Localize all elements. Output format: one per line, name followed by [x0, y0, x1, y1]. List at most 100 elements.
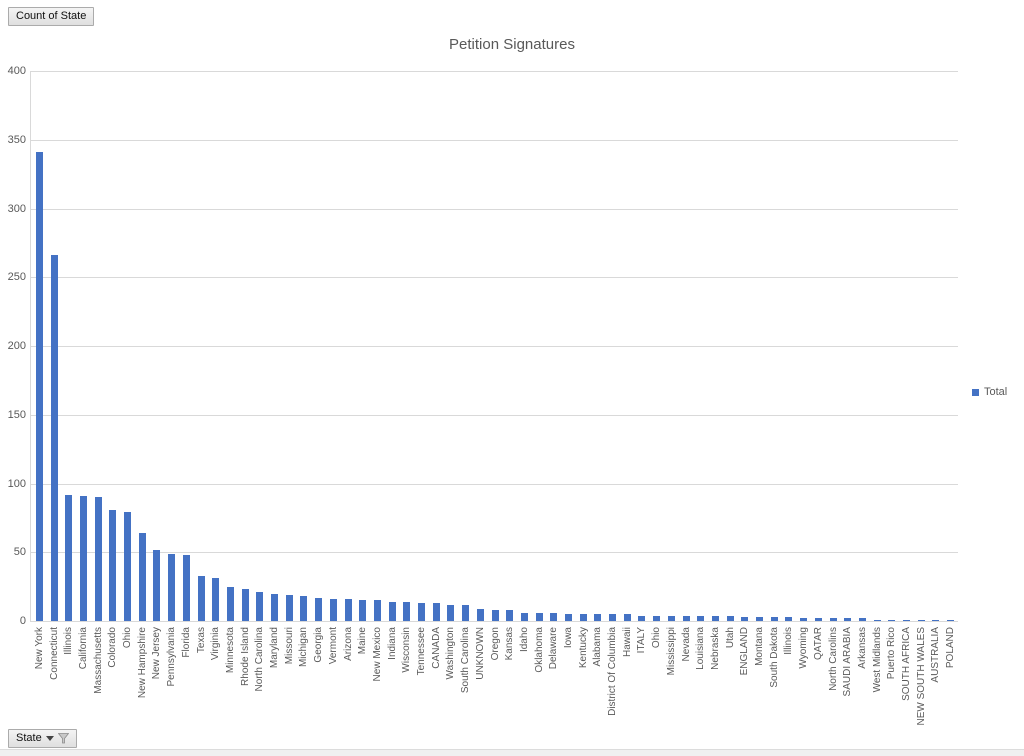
bar[interactable]	[550, 612, 558, 621]
bar[interactable]	[344, 599, 352, 621]
bar[interactable]	[447, 604, 455, 621]
bar[interactable]	[623, 614, 631, 621]
bar[interactable]	[564, 614, 572, 621]
bar[interactable]	[329, 599, 337, 621]
x-tick-label: QATAR	[812, 627, 824, 660]
bar[interactable]	[153, 549, 161, 621]
x-tick-label: Connecticut	[48, 627, 60, 680]
bar[interactable]	[35, 152, 43, 621]
bar[interactable]	[814, 618, 822, 621]
bar[interactable]	[94, 497, 102, 621]
bar[interactable]	[726, 615, 734, 621]
x-tick-label: SOUTH AFRICA	[901, 627, 913, 701]
legend[interactable]: Total	[972, 386, 1007, 398]
bar[interactable]	[653, 615, 661, 621]
gridline-150	[30, 414, 958, 416]
bar[interactable]	[50, 255, 58, 621]
bar[interactable]	[418, 603, 425, 621]
bar[interactable]	[506, 610, 514, 621]
bar[interactable]	[594, 614, 602, 621]
x-tick-label: Tennessee	[416, 627, 427, 676]
bar[interactable]	[226, 586, 234, 621]
bar[interactable]	[873, 619, 881, 621]
y-tick-label-200: 200	[7, 340, 26, 352]
bar[interactable]	[667, 615, 675, 621]
bar[interactable]	[403, 601, 411, 621]
bar[interactable]	[888, 619, 896, 621]
bar[interactable]	[315, 597, 323, 621]
bar[interactable]	[609, 614, 617, 621]
bar[interactable]	[241, 589, 249, 621]
bar[interactable]	[638, 615, 646, 621]
x-tick-label: Arkansas	[856, 627, 868, 669]
x-tick-label: Wisconsin	[401, 627, 413, 673]
bar[interactable]	[373, 600, 381, 621]
x-tick-label: New Hampshire	[136, 627, 148, 699]
state-field-label: State	[16, 732, 42, 744]
legend-total-label: Total	[984, 386, 1008, 398]
filter-funnel-icon	[57, 732, 69, 743]
bar[interactable]	[109, 509, 117, 621]
x-tick-label: Mississippi	[665, 627, 677, 676]
bar[interactable]	[432, 603, 440, 621]
bar[interactable]	[197, 575, 205, 621]
bar[interactable]	[491, 610, 499, 621]
bar[interactable]	[697, 615, 705, 621]
x-tick-label: POLAND	[945, 627, 957, 669]
bar[interactable]	[462, 604, 470, 621]
bar[interactable]	[741, 616, 749, 621]
bar[interactable]	[520, 612, 528, 621]
bar[interactable]	[903, 619, 911, 621]
x-tick-label: North Carolins	[827, 627, 839, 691]
bar[interactable]	[476, 608, 484, 621]
x-tick-label: New York	[33, 627, 45, 670]
bar[interactable]	[138, 533, 146, 621]
bar[interactable]	[947, 619, 955, 621]
bar[interactable]	[829, 618, 837, 621]
bar[interactable]	[168, 553, 176, 621]
bar[interactable]	[682, 615, 690, 621]
bar[interactable]	[212, 578, 220, 621]
gridline-400	[30, 71, 958, 72]
x-tick-label: Oregon	[489, 627, 501, 661]
bar[interactable]	[858, 618, 866, 621]
x-tick-label: Montana	[754, 627, 766, 666]
state-filter-pivot-button[interactable]: State	[8, 729, 77, 748]
x-tick-label: Minnesota	[224, 627, 236, 674]
y-tick-label-100: 100	[7, 477, 26, 490]
bar[interactable]	[388, 601, 396, 621]
bar[interactable]	[300, 596, 308, 621]
bar[interactable]	[359, 600, 367, 621]
x-tick-label: District Of Columbia	[607, 627, 619, 716]
gridline-300	[30, 208, 958, 210]
bar[interactable]	[285, 594, 293, 621]
bar[interactable]	[917, 619, 925, 621]
bar[interactable]	[844, 618, 852, 621]
x-tick-label: Illinois	[783, 627, 795, 655]
bar[interactable]	[800, 618, 808, 621]
x-tick-label: New Jersey	[151, 627, 163, 680]
x-tick-label: Delaware	[548, 627, 560, 670]
bar[interactable]	[65, 494, 73, 621]
bar[interactable]	[932, 619, 940, 621]
bar[interactable]	[182, 555, 190, 621]
bar[interactable]	[770, 616, 778, 621]
bar[interactable]	[271, 593, 279, 621]
horizontal-scrollbar-strip[interactable]	[0, 749, 1024, 756]
x-tick-label: Nebraska	[709, 627, 721, 670]
count-of-state-pivot-button[interactable]: Count of State	[8, 7, 95, 26]
x-tick-label: Georgia	[313, 627, 325, 663]
x-tick-label: AUSTRALIA	[930, 627, 942, 683]
bar[interactable]	[711, 615, 719, 621]
gridline-250	[30, 277, 958, 279]
bar[interactable]	[535, 612, 543, 621]
x-tick-label: Vermont	[327, 627, 339, 665]
bar[interactable]	[579, 614, 587, 621]
bar[interactable]	[124, 512, 132, 621]
bar[interactable]	[756, 616, 764, 621]
bar[interactable]	[256, 592, 264, 621]
bar[interactable]	[79, 495, 87, 621]
gridline-50	[30, 552, 958, 554]
bar[interactable]	[785, 616, 793, 621]
